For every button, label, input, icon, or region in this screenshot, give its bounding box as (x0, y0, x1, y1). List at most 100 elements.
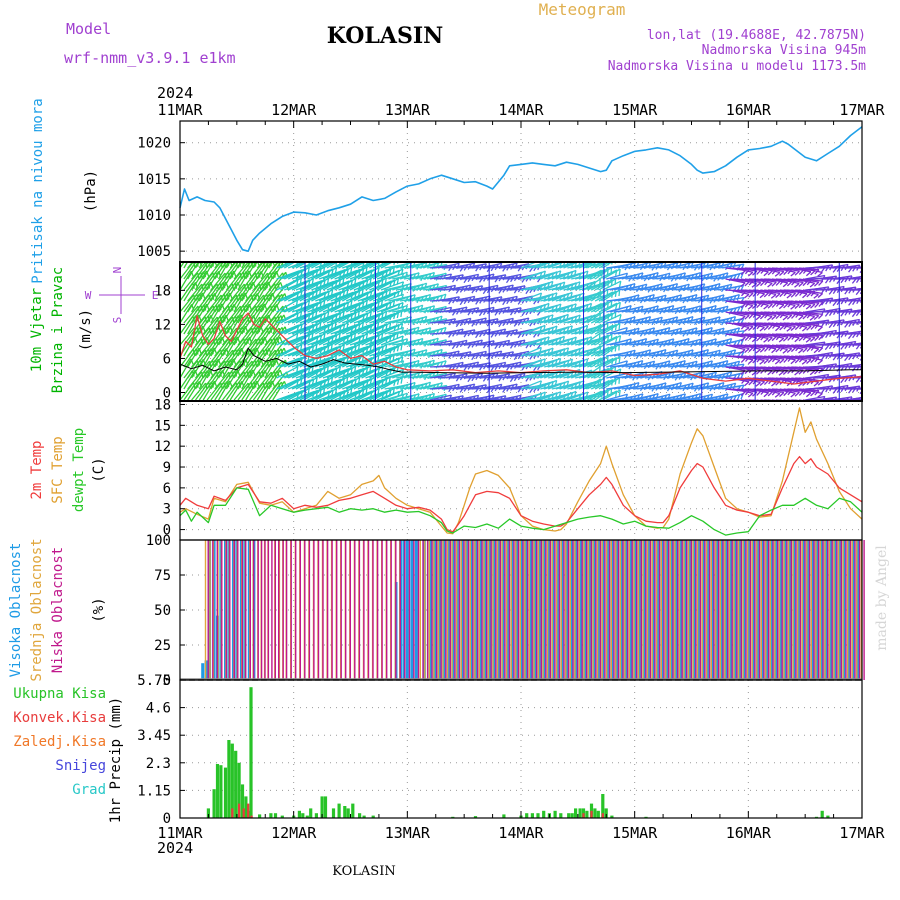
wind-barb (272, 371, 288, 390)
wind-barb (376, 332, 399, 346)
wind-barb (648, 360, 671, 368)
wind-barb (648, 272, 671, 280)
wind-barb (567, 324, 588, 335)
wind-barb (291, 332, 314, 346)
wind-barb (252, 303, 265, 324)
wind-barb-flag (775, 347, 781, 353)
wind-barb (633, 327, 655, 335)
wind-barb (365, 323, 388, 335)
wind-barb-flag (802, 293, 808, 299)
wind-barb (587, 302, 606, 313)
wind-barb (191, 262, 197, 269)
wind-barb-flag (774, 392, 781, 398)
wind-barb (656, 349, 678, 357)
wind-barb (583, 324, 602, 335)
wind-barb (771, 289, 792, 295)
wind-barb-flag (836, 278, 842, 285)
wind-barb-flag (755, 282, 762, 287)
wind-barb (291, 344, 314, 357)
wind-barb-flag (818, 280, 824, 286)
wind-barb-flag (872, 277, 875, 282)
wind-barb (330, 266, 353, 280)
wind-barb (422, 315, 443, 324)
wind-barb (287, 387, 310, 401)
wind-barb (779, 388, 800, 393)
wind-barb (280, 344, 303, 357)
wind-barb-flag (818, 301, 824, 307)
wind-barb (322, 377, 345, 390)
wind-barb-flag (864, 388, 868, 393)
wind-barb (214, 347, 227, 368)
wind-barb (295, 310, 318, 324)
wind-barb (764, 267, 785, 273)
wind-barb (307, 344, 330, 357)
wind-barb (183, 305, 199, 324)
wind-barb (403, 371, 424, 379)
wind-barb-flag (779, 392, 785, 397)
wind-barb (372, 387, 395, 401)
wind-barbs (180, 250, 880, 406)
wind-barb (787, 355, 808, 362)
wind-barb (365, 344, 388, 357)
wind-barb (307, 290, 330, 302)
wind-barb (303, 312, 326, 324)
wind-barb (702, 327, 725, 335)
wind-barb (664, 272, 686, 280)
wind-barb (633, 360, 655, 368)
wind-barb (540, 391, 561, 401)
wind-barb (594, 387, 612, 401)
wind-barb (194, 270, 208, 291)
wind-barb-flag (763, 292, 770, 298)
wind-barb (671, 349, 694, 357)
wind-barb (543, 335, 565, 346)
wind-barb (771, 311, 792, 316)
wind-barb (598, 357, 617, 368)
wind-barb (249, 358, 262, 379)
wind-barb (613, 316, 636, 324)
wind-barb (752, 311, 773, 318)
wind-barb (507, 384, 530, 390)
wind-barb (187, 283, 203, 302)
wind-barb (476, 284, 499, 291)
wind-barb (245, 262, 257, 280)
wind-barb (805, 341, 826, 346)
wind-barb (311, 335, 334, 346)
wind-barb-flag (876, 355, 880, 360)
wind-barb (245, 262, 252, 269)
wind-barb-flag (876, 289, 879, 294)
wind-barb (536, 292, 558, 302)
wind-barb (855, 332, 862, 335)
wind-barb (426, 318, 447, 324)
wind-barb-flag (618, 368, 622, 375)
wind-barb-flag (864, 300, 868, 305)
wind-barb (495, 383, 518, 390)
wind-barb (210, 272, 226, 291)
wind-barb (299, 262, 319, 269)
wind-barb (798, 344, 819, 350)
wind-barb (187, 262, 194, 269)
wind-barb (598, 302, 618, 313)
wind-barb (491, 317, 514, 324)
wind-barb-flag (782, 336, 789, 342)
wind-barb (687, 294, 709, 302)
wind-barb (491, 351, 514, 357)
wind-barb (361, 345, 384, 357)
wind-barb (295, 268, 319, 280)
wind-barb (855, 266, 862, 269)
wind-barb (299, 288, 321, 302)
wind-barb-flag (813, 348, 820, 354)
wind-barb (415, 359, 435, 368)
wind-barb-flag (803, 402, 807, 406)
wind-barb (380, 268, 404, 280)
wind-barb (839, 385, 860, 390)
wind-barb (252, 262, 258, 269)
wind-barb (334, 324, 357, 335)
wind-barb-flag (350, 262, 353, 265)
wind-barb (322, 356, 346, 368)
wind-barb-flag (277, 250, 279, 256)
wind-barb (602, 356, 621, 368)
wind-barb (256, 371, 272, 390)
wind-barb (460, 339, 483, 346)
wind-barb-flag (759, 381, 766, 386)
